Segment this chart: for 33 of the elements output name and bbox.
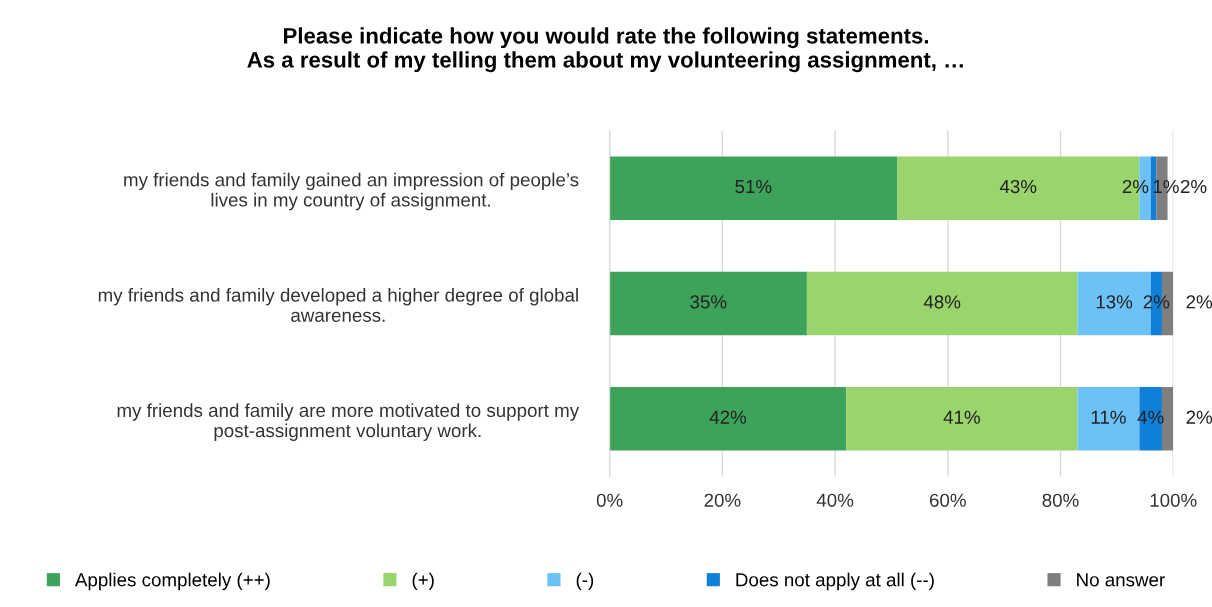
bar bbox=[609, 387, 847, 451]
bar bbox=[846, 387, 1078, 451]
x-tick-label: 40% bbox=[816, 493, 854, 507]
data-label: 42% bbox=[709, 410, 747, 424]
x-tick-label: 0% bbox=[596, 493, 623, 507]
data-label: 2% bbox=[1186, 295, 1212, 309]
data-label: 11% bbox=[1091, 410, 1126, 424]
data-label: 41% bbox=[943, 410, 980, 424]
x-tick-label: 60% bbox=[929, 493, 966, 507]
data-label: 48% bbox=[923, 295, 961, 309]
x-tick-label: 20% bbox=[704, 493, 741, 507]
bar bbox=[609, 156, 898, 220]
data-label: 13% bbox=[1096, 295, 1133, 309]
data-label: 51% bbox=[735, 180, 772, 194]
y-tick-label: my friends and family gained an impression of people’s lives in my country of assignment. bbox=[124, 172, 579, 211]
legend-label: (+) bbox=[412, 572, 434, 591]
data-label: 1% bbox=[1153, 180, 1179, 194]
data-label: 2% bbox=[1180, 179, 1207, 194]
data-label: 43% bbox=[999, 179, 1037, 194]
y-tick-label: my friends and family are more motivated to support my post-assignment voluntary work. bbox=[117, 403, 580, 441]
legend-label: No answer bbox=[1077, 573, 1165, 587]
data-label: 35% bbox=[690, 295, 727, 309]
x-tick-label: 100% bbox=[1150, 493, 1197, 507]
bar bbox=[609, 271, 807, 336]
data-label: 2% bbox=[1143, 295, 1170, 309]
legend-label: Applies completely (++) bbox=[74, 572, 270, 591]
chart-title: Please indicate how you would rate the following statements. As a result of my telling them about my volunteering assignment, … bbox=[247, 27, 963, 73]
bar bbox=[806, 271, 1078, 336]
x-tick-label: 80% bbox=[1042, 493, 1079, 507]
legend-label: (-) bbox=[576, 572, 594, 591]
data-label: 2% bbox=[1186, 410, 1212, 424]
y-tick-label: my friends and family developed a higher degree of global awareness. bbox=[98, 287, 578, 322]
legend-label: Does not apply at all (--) bbox=[736, 572, 934, 591]
